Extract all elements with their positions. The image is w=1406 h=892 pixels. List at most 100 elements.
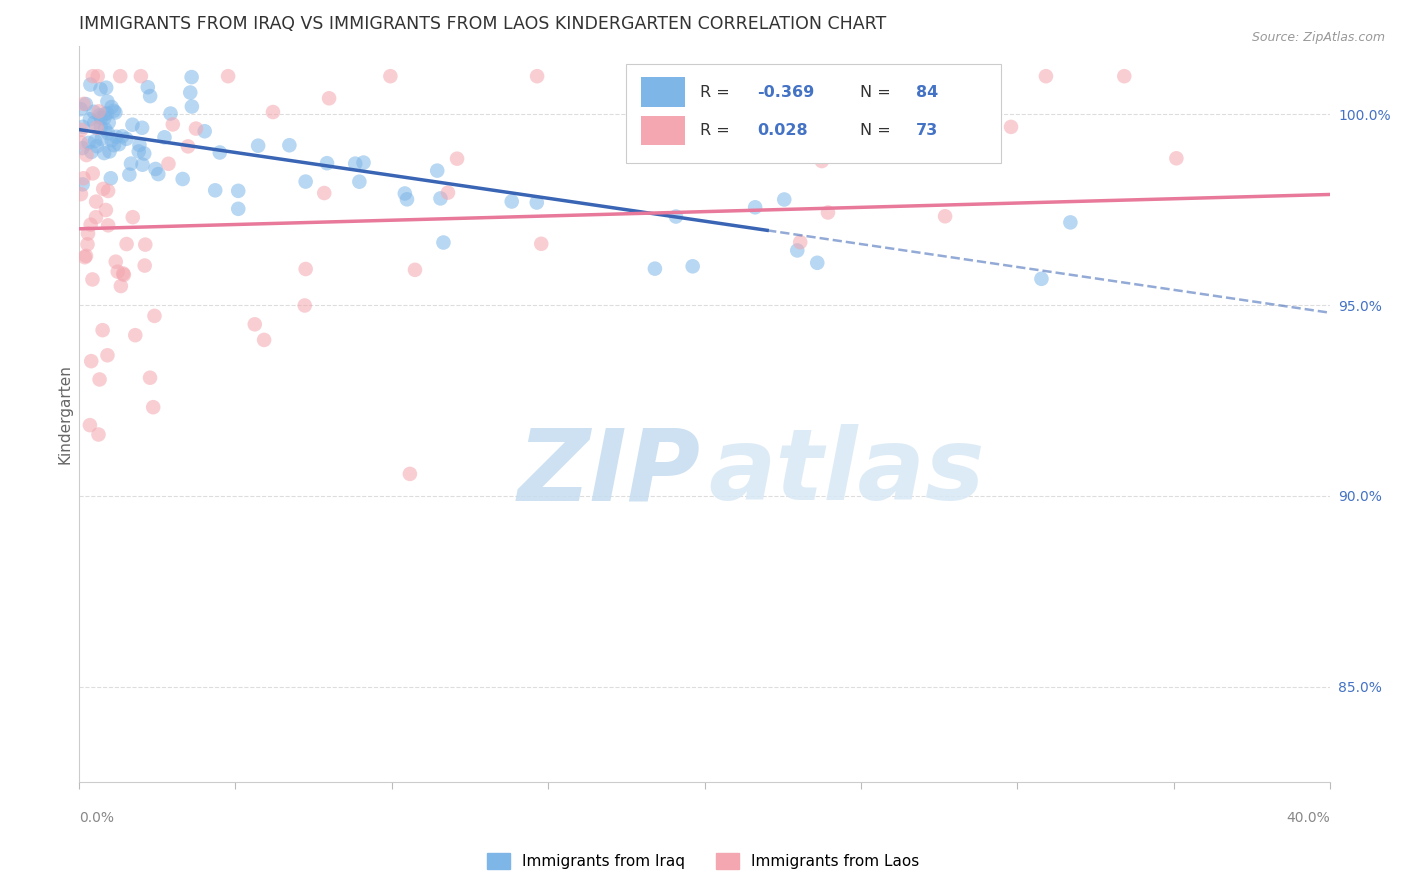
Point [380, 69, 402, 83]
Point [80, 354, 103, 368]
Point [94, 202, 117, 217]
Point [84, 210, 107, 224]
Point [134, 237, 156, 252]
Point [179, 86, 201, 100]
Point [98, 145, 121, 159]
Point [72, 141, 94, 155]
Point [294, 175, 316, 189]
Point [429, 191, 451, 205]
Point [87, 427, 110, 442]
Point [208, 145, 231, 160]
Text: Source: ZipAtlas.com: Source: ZipAtlas.com [1251, 31, 1385, 45]
Point [136, 80, 159, 95]
Point [314, 186, 336, 200]
Point [104, 105, 127, 120]
Point [70, 123, 93, 137]
Y-axis label: Kindergarten: Kindergarten [58, 364, 72, 464]
Point [79, 418, 101, 433]
Point [97, 115, 120, 129]
Point [134, 259, 156, 273]
Point [786, 244, 808, 258]
Point [89, 372, 111, 386]
Point [79, 112, 101, 127]
Point [86, 69, 108, 83]
Text: R =: R = [700, 123, 735, 138]
Point [131, 158, 153, 172]
Point [316, 156, 339, 170]
Point [111, 129, 134, 144]
Point [96, 95, 118, 109]
Point [446, 152, 468, 166]
Point [1035, 69, 1057, 83]
Point [72, 171, 94, 186]
Point [124, 328, 146, 343]
Point [89, 82, 111, 96]
Point [112, 268, 135, 282]
Point [72, 178, 94, 192]
Point [665, 210, 688, 224]
Point [349, 175, 371, 189]
Point [94, 107, 117, 121]
Point [89, 108, 111, 122]
Point [243, 318, 266, 332]
Point [107, 265, 129, 279]
Point [87, 104, 110, 119]
Point [526, 195, 548, 210]
Point [96, 348, 118, 362]
Point [93, 112, 115, 126]
Text: 0.0%: 0.0% [79, 812, 114, 825]
Point [866, 141, 889, 155]
Point [104, 254, 127, 268]
Point [131, 120, 153, 135]
FancyBboxPatch shape [626, 64, 1001, 163]
Point [318, 91, 340, 105]
Point [96, 80, 118, 95]
Point [86, 139, 108, 153]
Text: IMMIGRANTS FROM IRAQ VS IMMIGRANTS FROM LAOS KINDERGARTEN CORRELATION CHART: IMMIGRANTS FROM IRAQ VS IMMIGRANTS FROM … [79, 15, 886, 33]
Point [96, 106, 118, 120]
FancyBboxPatch shape [641, 116, 685, 145]
Point [644, 261, 666, 276]
Point [139, 89, 162, 103]
Point [194, 124, 217, 138]
Point [97, 126, 120, 140]
Point [97, 219, 120, 233]
Point [128, 145, 150, 159]
Point [294, 298, 316, 312]
Point [134, 146, 156, 161]
Point [204, 183, 226, 197]
Point [79, 218, 101, 232]
FancyBboxPatch shape [641, 78, 685, 107]
Point [148, 167, 170, 181]
Point [118, 168, 141, 182]
Point [180, 70, 202, 84]
Point [112, 267, 135, 281]
Legend: Immigrants from Iraq, Immigrants from Laos: Immigrants from Iraq, Immigrants from La… [481, 847, 925, 875]
Point [142, 400, 165, 414]
Point [432, 235, 454, 250]
Point [129, 69, 152, 83]
Point [100, 133, 122, 147]
Point [69, 136, 91, 150]
Point [806, 256, 828, 270]
Point [217, 69, 239, 83]
Point [1000, 120, 1022, 134]
Point [105, 129, 128, 144]
Point [103, 138, 125, 153]
Point [811, 154, 834, 169]
Point [82, 272, 104, 286]
Point [278, 138, 301, 153]
Point [100, 100, 122, 114]
Point [91, 182, 114, 196]
Point [69, 102, 91, 116]
Point [1166, 151, 1188, 165]
Point [177, 139, 200, 153]
Point [82, 166, 104, 180]
Point [115, 132, 138, 146]
Text: 0.028: 0.028 [758, 123, 808, 138]
Point [426, 163, 449, 178]
Point [110, 279, 132, 293]
Point [90, 111, 112, 125]
Point [404, 262, 426, 277]
Point [353, 155, 375, 169]
